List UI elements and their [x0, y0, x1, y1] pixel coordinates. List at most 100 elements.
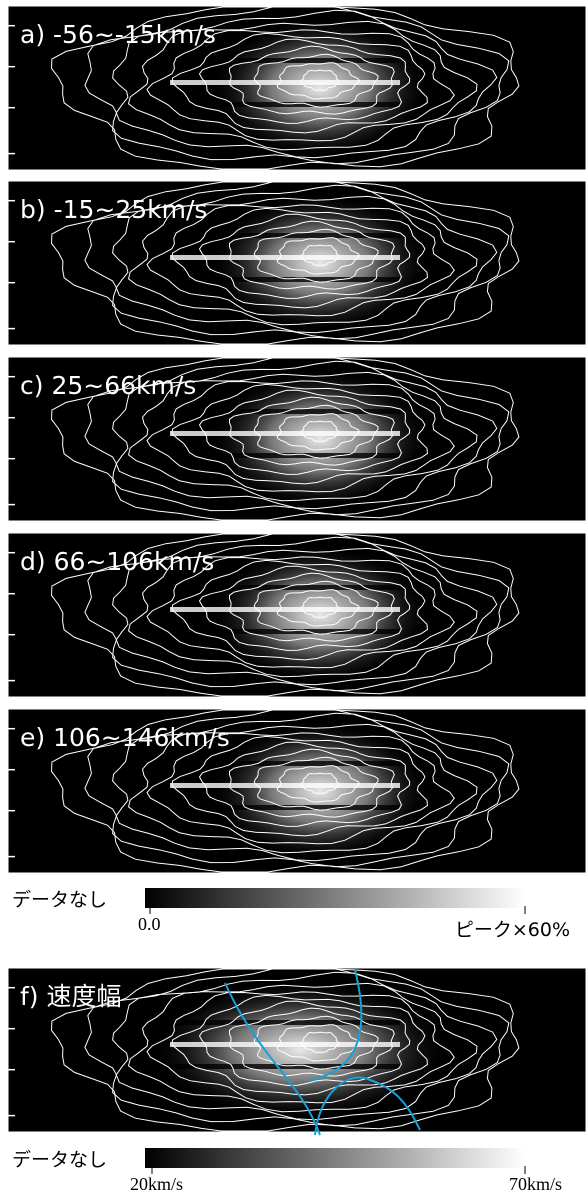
contour	[198, 389, 411, 475]
contour	[253, 228, 379, 283]
contour	[300, 1031, 340, 1053]
contour	[146, 991, 455, 1104]
contour	[112, 971, 498, 1121]
scan-stripe	[170, 277, 400, 282]
contour	[300, 596, 340, 618]
scan-stripe	[170, 805, 400, 810]
contour	[84, 709, 510, 868]
contour	[229, 1007, 395, 1077]
contour	[146, 556, 455, 669]
contour	[50, 6, 520, 170]
scan-stripe	[170, 255, 400, 260]
contour	[229, 45, 395, 115]
contour	[276, 62, 361, 100]
contour	[229, 396, 395, 466]
scan-stripe	[170, 1064, 400, 1069]
colorbar-max: ピーク×60%	[455, 919, 570, 941]
contour	[146, 732, 455, 845]
contour	[146, 380, 455, 493]
scan-stripe	[170, 80, 400, 85]
panel-label: e) 106~146km/s	[20, 723, 230, 752]
scan-stripe	[170, 629, 400, 634]
colorbar-max: 70km/s	[509, 1174, 562, 1194]
panel-frame	[7, 967, 586, 1133]
contour	[276, 1024, 361, 1062]
scan-stripe	[170, 453, 400, 458]
contour	[300, 244, 340, 266]
contour	[127, 195, 478, 326]
panel-label: a) -56~-15km/s	[20, 20, 216, 49]
contour	[112, 536, 498, 686]
contour	[127, 20, 478, 151]
scan-stripe	[170, 431, 400, 436]
contour	[300, 69, 340, 91]
map-panel: e) 106~146km/s	[7, 708, 586, 874]
no-data-label: データなし	[12, 1149, 107, 1171]
contour	[276, 765, 361, 803]
contour	[276, 589, 361, 627]
contour	[198, 565, 411, 651]
panel-frame	[7, 708, 586, 874]
scan-stripe	[170, 783, 400, 788]
contour	[146, 204, 455, 317]
contour	[229, 748, 395, 818]
contour	[253, 756, 379, 811]
scan-stripe	[170, 1042, 400, 1047]
contour	[253, 580, 379, 635]
contour	[112, 9, 498, 159]
colorbar	[145, 1148, 525, 1168]
map-panel: c) 25~66km/s	[7, 356, 586, 522]
panel-frame	[7, 180, 586, 346]
contour	[112, 184, 498, 334]
contour	[84, 533, 510, 692]
contour	[253, 1015, 379, 1070]
contour	[171, 32, 428, 134]
emission	[150, 980, 450, 1120]
panel-frame	[7, 532, 586, 698]
contour	[171, 735, 428, 837]
contour	[198, 38, 411, 124]
contour	[171, 994, 428, 1096]
contour	[127, 982, 478, 1113]
contour	[84, 968, 510, 1127]
colorbar-min: 0.0	[138, 914, 161, 934]
panel-label: c) 25~66km/s	[20, 371, 196, 400]
contour	[112, 360, 498, 510]
contour	[127, 547, 478, 678]
contour	[84, 357, 510, 516]
contour	[50, 357, 520, 521]
colorbar-min: 20km/s	[130, 1174, 183, 1194]
contour	[253, 53, 379, 108]
scan-stripe	[170, 102, 400, 107]
contour	[276, 237, 361, 275]
no-data-label: データなし	[12, 889, 107, 911]
boundary-line	[314, 1076, 421, 1136]
contour	[300, 420, 340, 442]
panel-frame	[7, 356, 586, 522]
contour	[198, 213, 411, 299]
contour	[50, 709, 520, 873]
contour	[229, 220, 395, 290]
map-panel: a) -56~-15km/s	[7, 5, 586, 171]
boundary-line	[224, 982, 321, 1136]
contour	[127, 371, 478, 502]
contour	[84, 181, 510, 340]
map-panel: f) 速度幅	[7, 967, 586, 1136]
map-panel: b) -15~25km/s	[7, 180, 586, 346]
contour	[50, 533, 520, 697]
panel-label: f) 速度幅	[20, 982, 122, 1011]
panel-label: b) -15~25km/s	[20, 195, 207, 224]
contour	[50, 181, 520, 345]
contour	[198, 1000, 411, 1086]
panel-frame	[7, 5, 586, 171]
contour	[171, 207, 428, 309]
contour	[300, 772, 340, 794]
colorbar	[145, 888, 525, 908]
scan-stripe	[170, 607, 400, 612]
map-panel: d) 66~106km/s	[7, 532, 586, 698]
boundary-line	[309, 969, 363, 1081]
contour	[229, 572, 395, 642]
contour	[127, 723, 478, 854]
contour	[198, 741, 411, 827]
